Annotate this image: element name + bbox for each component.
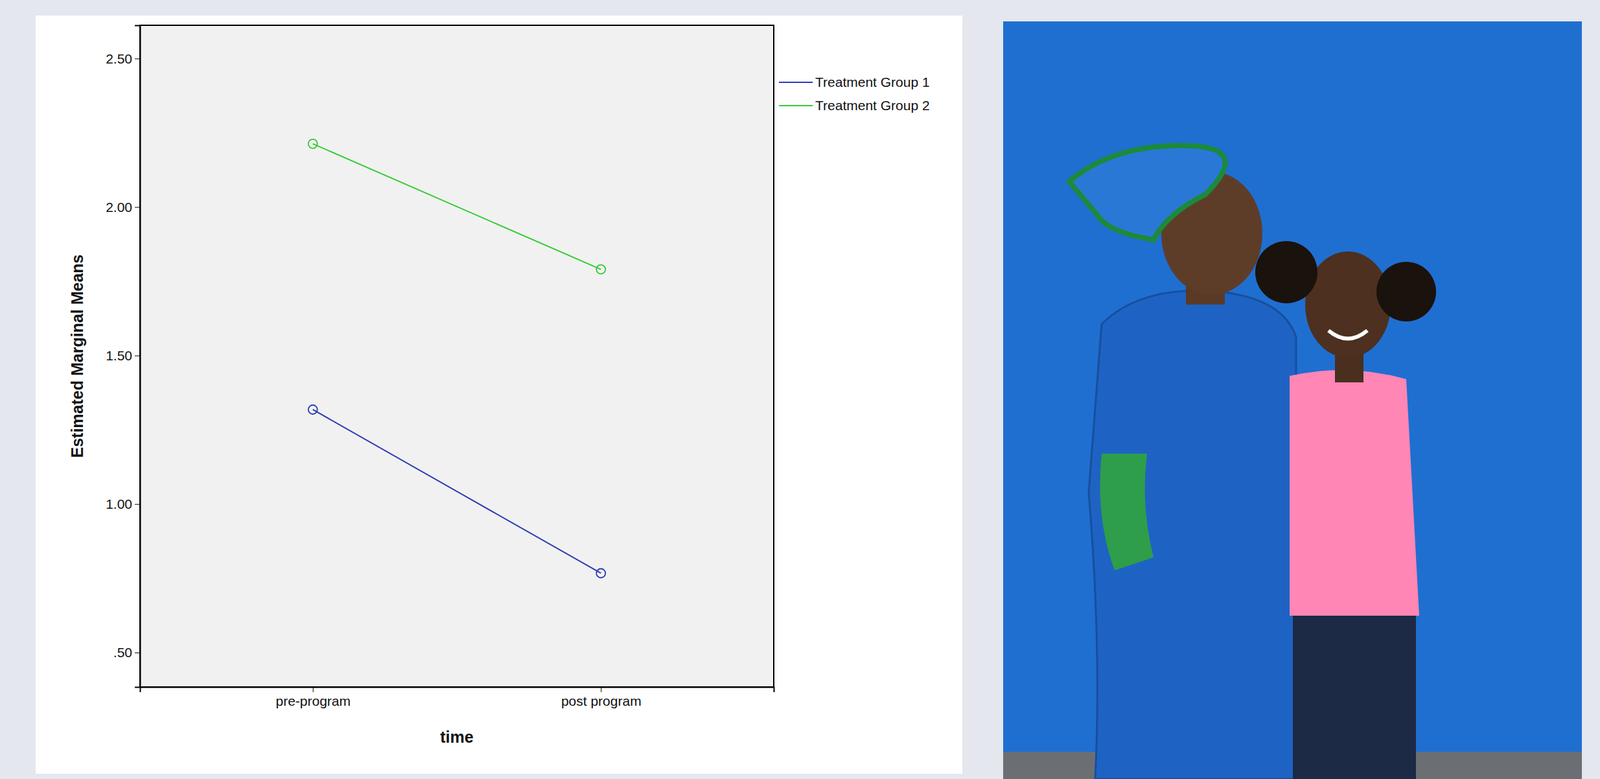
woman-dress — [1088, 290, 1322, 779]
x-axis-title: time — [440, 727, 474, 746]
y-tick-mark — [134, 206, 140, 208]
series-marker — [308, 139, 318, 149]
y-tick: 1.50 — [105, 347, 140, 363]
legend-swatch — [778, 81, 813, 83]
chart-panel — [35, 15, 963, 774]
photo-wall — [1003, 21, 1582, 779]
girl-hair-right — [1376, 261, 1437, 322]
y-tick-label: 2.50 — [105, 51, 133, 67]
y-tick: 1.00 — [105, 496, 140, 512]
series-marker — [596, 568, 606, 578]
y-axis-title: Estimated Marginal Means — [68, 254, 87, 459]
girl-hair-left — [1255, 241, 1318, 304]
y-axis: .50 1.00 1.50 2.00 2.50 — [105, 25, 140, 688]
x-tick-mark — [600, 686, 602, 693]
woman-headwrap — [1069, 145, 1226, 240]
y-tick-mark — [134, 504, 140, 505]
girl-smile — [1328, 330, 1368, 339]
x-tick: post program — [561, 686, 642, 709]
series-marker — [596, 265, 606, 275]
y-tick-label: 1.50 — [105, 347, 133, 363]
y-tick-label: 2.00 — [105, 199, 133, 215]
y-tick: 2.00 — [105, 199, 140, 215]
y-tick-label: 1.00 — [105, 496, 133, 512]
page: .50 1.00 1.50 2.00 2.50 pre-program post progr… — [0, 0, 1600, 779]
plot-background — [139, 25, 774, 687]
series-line — [313, 143, 602, 270]
y-tick-mark — [134, 652, 140, 654]
series-line — [313, 409, 602, 574]
y-tick: 2.50 — [105, 51, 140, 67]
plot-marks — [308, 139, 606, 579]
girl-face — [1305, 251, 1391, 358]
woman-sleeve — [1100, 453, 1155, 571]
plot-frame — [139, 25, 774, 687]
girl-top — [1289, 370, 1420, 616]
y-tick-label: .50 — [113, 644, 133, 660]
girl-jeans — [1292, 615, 1416, 779]
x-axis: pre-program post program — [140, 686, 775, 709]
x-tick: pre-program — [275, 686, 351, 709]
y-axis-line — [134, 25, 141, 688]
y-tick-mark — [134, 58, 140, 59]
series-marker — [308, 405, 318, 415]
y-tick-mark — [134, 355, 140, 357]
photo — [1003, 21, 1582, 779]
legend-label: Treatment Group 1 — [815, 74, 930, 90]
x-tick-label: pre-program — [275, 693, 351, 709]
x-tick-label: post program — [561, 693, 642, 709]
legend: Treatment Group 1 Treatment Group 2 — [778, 74, 930, 113]
x-axis-line — [140, 687, 775, 693]
x-tick-mark — [313, 686, 314, 693]
legend-swatch — [778, 104, 813, 107]
y-tick: .50 — [113, 644, 140, 660]
legend-label: Treatment Group 2 — [815, 97, 930, 113]
